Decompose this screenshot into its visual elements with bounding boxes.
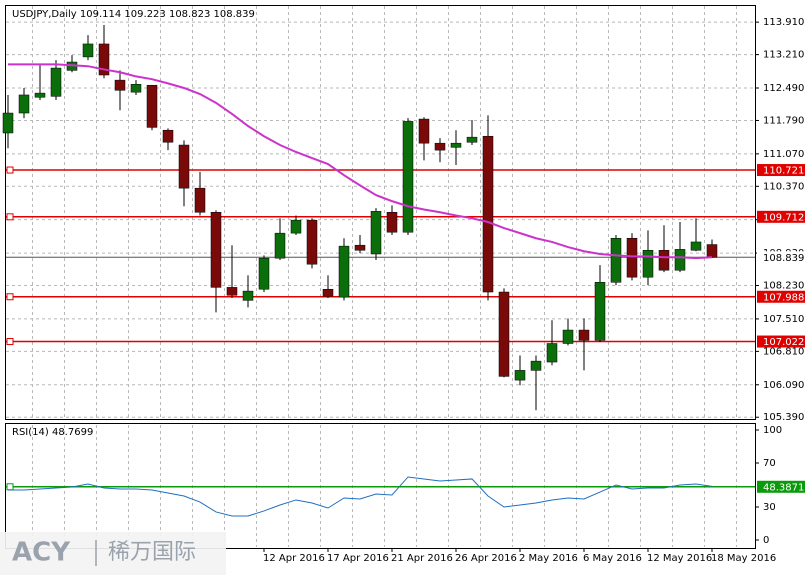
candle-body (690, 241, 702, 251)
candle-body (290, 219, 302, 234)
candle-body (434, 142, 446, 151)
level-handle (6, 213, 14, 221)
candle-body (18, 94, 30, 114)
candle-body (50, 67, 62, 97)
candle-body (98, 43, 110, 76)
y-tick-label: 110.370 (763, 181, 804, 192)
rsi-level-label: 48.3871 (763, 482, 804, 493)
candle-body (82, 43, 94, 58)
candle-body (386, 212, 398, 233)
candle-body (674, 249, 686, 271)
candle-body (706, 244, 718, 258)
x-tick-label: 2 May 2016 (519, 553, 578, 564)
level-box (757, 164, 805, 177)
candle-body (322, 288, 334, 297)
candle-body (226, 287, 238, 296)
candle-body (338, 245, 350, 298)
y-tick-label: 105.390 (763, 412, 804, 423)
candle-body (306, 219, 318, 265)
candle-body (514, 370, 526, 381)
candle-body (130, 84, 142, 93)
x-tick-label: 18 May 2016 (711, 553, 776, 564)
candle-body (578, 329, 590, 341)
level-label: 107.988 (763, 292, 804, 303)
rsi-panel (5, 423, 756, 549)
current-price-label: 108.839 (763, 253, 804, 264)
candle-body (594, 282, 606, 341)
x-tick-label: 21 Apr 2016 (391, 553, 453, 564)
watermark-name: 稀万国际 (108, 540, 196, 565)
candle-body (274, 232, 286, 259)
rsi-level-handle (6, 483, 14, 491)
x-tick-label: 12 Apr 2016 (263, 553, 325, 564)
candle-body (466, 136, 478, 143)
level-handle (6, 166, 14, 174)
candle-body (658, 250, 670, 271)
candle-body (210, 212, 222, 288)
level-handle (6, 293, 14, 301)
candle-body (610, 237, 622, 283)
x-tick-label: 12 May 2016 (647, 553, 712, 564)
y-tick-label: 113.910 (763, 17, 804, 28)
x-tick-label: 26 Apr 2016 (455, 553, 517, 564)
level-label: 110.721 (763, 166, 804, 177)
level-label: 107.022 (763, 337, 804, 348)
candle-body (146, 84, 158, 128)
candle-body (162, 129, 174, 143)
y-tick-label: 112.490 (763, 83, 804, 94)
y-tick-label: 111.070 (763, 149, 804, 160)
level-box (757, 290, 805, 303)
candle-body (194, 187, 206, 213)
candle-body (114, 79, 126, 91)
candle-body (642, 250, 654, 278)
chart-title: USDJPY,Daily 109.114 109.223 108.823 108… (12, 9, 255, 20)
candle-body (354, 244, 366, 251)
watermark-bg (0, 532, 226, 575)
rsi-level-box (757, 480, 805, 493)
y-tick-label: 106.810 (763, 346, 804, 357)
candle-body (178, 144, 190, 189)
y-tick-label: 111.790 (763, 115, 804, 126)
candle-body (402, 121, 414, 233)
candle-body (2, 112, 14, 134)
x-tick-label: 17 Apr 2016 (327, 553, 389, 564)
candle-body (498, 291, 510, 377)
rsi-label: RSI(14) 48.7699 (12, 427, 93, 438)
y-tick-label: 108.230 (763, 281, 804, 292)
watermark-brand: ACY (12, 538, 71, 568)
candle-body (34, 92, 46, 98)
candle-body (258, 257, 270, 290)
x-tick-label: 6 May 2016 (583, 553, 642, 564)
candle-body (530, 360, 542, 371)
rsi-tick-label: 30 (763, 502, 776, 513)
y-tick-label: 107.510 (763, 314, 804, 325)
plot: 113.910 113.210 112.490 111.790 111.070 110.3… (2, 6, 805, 564)
rsi-tick-label: 100 (763, 425, 782, 436)
candle-body (546, 343, 558, 363)
rsi-tick-label: 0 (763, 535, 769, 546)
level-handle (6, 338, 14, 346)
candle-body (450, 142, 462, 148)
candle-body (562, 329, 574, 344)
rsi-tick-label: 70 (763, 458, 776, 469)
rsi-line (8, 476, 713, 517)
current-price-box (757, 251, 805, 264)
candle-body (482, 135, 494, 293)
candle-body (370, 211, 382, 255)
candle-body (626, 237, 638, 278)
candle-body (242, 290, 254, 301)
ma-line (8, 63, 713, 260)
level-box (757, 210, 805, 223)
watermark: ACY 稀万国际 (0, 532, 226, 575)
y-tick-label: 106.090 (763, 380, 804, 391)
level-label: 109.712 (763, 212, 804, 223)
level-box (757, 335, 805, 348)
price-panel (5, 5, 756, 420)
y-tick-label: 113.210 (763, 50, 804, 61)
candle-body (418, 118, 430, 144)
